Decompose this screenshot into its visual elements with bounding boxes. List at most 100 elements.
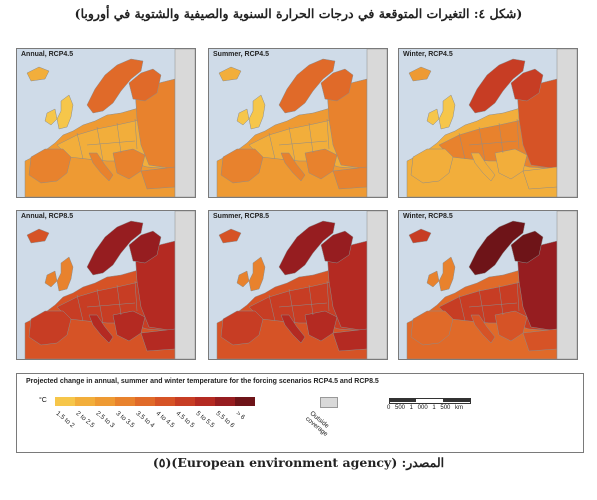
country-border	[86, 302, 136, 308]
legend-swatch	[155, 397, 175, 406]
land-italy	[470, 152, 496, 182]
land-italy	[470, 314, 496, 344]
legend-outside-label: Outside coverage	[304, 410, 331, 438]
land-italy	[88, 314, 114, 344]
land-iceland	[408, 228, 432, 244]
land-uk	[438, 256, 456, 292]
country-border	[278, 302, 328, 308]
land-iceland	[218, 228, 242, 244]
legend-class-label: 5.5 to 6	[214, 410, 236, 430]
country-border	[76, 294, 84, 322]
europe-map	[406, 211, 577, 359]
land-finland	[320, 68, 354, 102]
legend-swatch	[135, 397, 155, 406]
legend-class-label: 3 to 3.5	[114, 410, 136, 430]
land-iceland	[26, 66, 50, 82]
country-border	[308, 122, 314, 154]
map-panel-annual-rcp45: Annual, RCP4.5	[16, 48, 196, 198]
land-finland	[320, 230, 354, 264]
country-border	[268, 132, 276, 160]
legend-class-label: 4 to 4.5	[154, 410, 176, 430]
land-italy	[280, 152, 306, 182]
land-turkey	[522, 166, 558, 190]
panel-label: Winter, RCP8.5	[403, 213, 453, 220]
map-panel-winter-rcp85: Winter, RCP8.5	[398, 210, 578, 360]
land-finland	[510, 68, 544, 102]
country-border	[326, 280, 330, 312]
legend-class-label: 3.5 to 4	[134, 410, 156, 430]
europe-map	[24, 49, 195, 197]
map-panel-annual-rcp85: Annual, RCP8.5	[16, 210, 196, 360]
country-border	[308, 284, 314, 316]
land-ireland	[236, 108, 250, 126]
land-turkey	[140, 166, 176, 190]
legend-swatch	[235, 397, 255, 406]
land-iceland	[218, 66, 242, 82]
land-iceland	[26, 228, 50, 244]
outside-coverage	[174, 49, 195, 197]
land-iberia	[220, 148, 264, 184]
figure-title: (شكل ٤: التغيرات المتوقعة في درجات الحرا…	[74, 6, 523, 21]
outside-coverage	[556, 49, 577, 197]
scale-bar-segment	[390, 398, 416, 402]
land-iberia	[410, 310, 454, 346]
land-uk	[248, 94, 266, 130]
land-italy	[88, 152, 114, 182]
country-border	[498, 284, 504, 316]
land-iberia	[220, 310, 264, 346]
land-finland	[128, 230, 162, 264]
country-border	[116, 284, 122, 316]
country-border	[516, 280, 520, 312]
panel-label: Annual, RCP8.5	[21, 213, 74, 220]
panel-label: Winter, RCP4.5	[403, 51, 453, 58]
legend-swatch	[175, 397, 195, 406]
land-finland	[128, 68, 162, 102]
legend-class-label: 5 to 5.5	[194, 410, 216, 430]
scale-bar-frame	[389, 398, 471, 404]
country-border	[498, 122, 504, 154]
legend-swatch	[95, 397, 115, 406]
land-ireland	[426, 108, 440, 126]
europe-map	[216, 49, 387, 197]
land-iceland	[408, 66, 432, 82]
land-ireland	[44, 108, 58, 126]
country-border	[86, 140, 136, 146]
land-iberia	[28, 148, 72, 184]
scale-bar-segment	[443, 398, 470, 402]
land-turkey	[140, 328, 176, 352]
panel-label: Summer, RCP8.5	[213, 213, 270, 220]
europe-map	[216, 211, 387, 359]
country-border	[516, 118, 520, 150]
land-iberia	[28, 310, 72, 346]
outside-coverage	[366, 49, 387, 197]
outside-coverage	[174, 211, 195, 359]
country-border	[458, 294, 466, 322]
country-border	[458, 132, 466, 160]
land-scandinavia	[86, 58, 144, 114]
legend-swatch	[195, 397, 215, 406]
panel-label: Summer, RCP4.5	[213, 51, 270, 58]
outside-coverage	[366, 211, 387, 359]
europe-map	[406, 49, 577, 197]
country-border	[268, 294, 276, 322]
legend-swatch	[55, 397, 75, 406]
country-border	[116, 122, 122, 154]
land-scandinavia	[86, 220, 144, 276]
land-turkey	[332, 166, 368, 190]
land-scandinavia	[468, 58, 526, 114]
legend-class-label: > 6	[234, 410, 247, 422]
land-italy	[280, 314, 306, 344]
land-uk	[56, 94, 74, 130]
legend-swatch	[75, 397, 95, 406]
legend-swatch	[115, 397, 135, 406]
land-ireland	[236, 270, 250, 288]
land-ireland	[426, 270, 440, 288]
legend-unit: °C	[39, 397, 47, 404]
legend: Projected change in annual, summer and w…	[16, 373, 584, 453]
land-uk	[438, 94, 456, 130]
land-uk	[56, 256, 74, 292]
land-scandinavia	[468, 220, 526, 276]
country-border	[468, 140, 518, 146]
country-border	[278, 140, 328, 146]
land-turkey	[522, 328, 558, 352]
